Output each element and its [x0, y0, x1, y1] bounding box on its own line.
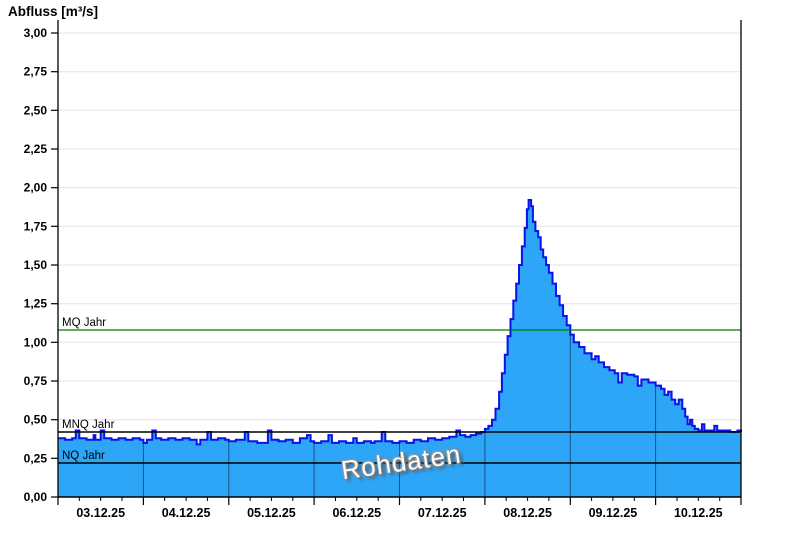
ref-label-mq: MQ Jahr — [62, 317, 106, 329]
y-tick-label: 2,75 — [24, 65, 48, 79]
y-tick-label: 1,50 — [24, 258, 48, 272]
x-tick-label: 09.12.25 — [589, 506, 638, 520]
ref-label-mnq: MNQ Jahr — [62, 419, 115, 431]
x-tick-label: 10.12.25 — [674, 506, 723, 520]
x-tick-label: 08.12.25 — [503, 506, 552, 520]
y-tick-label: 1,75 — [24, 219, 48, 233]
y-tick-label: 1,25 — [24, 297, 48, 311]
x-tick-label: 06.12.25 — [332, 506, 381, 520]
y-tick-label: 2,00 — [24, 181, 48, 195]
x-tick-label: 05.12.25 — [247, 506, 296, 520]
discharge-line — [58, 199, 742, 446]
y-tick-label: 0,75 — [24, 374, 48, 388]
ref-label-nq: NQ Jahr — [62, 450, 105, 462]
y-tick-label: 0,25 — [24, 451, 48, 465]
y-tick-label: 1,00 — [24, 335, 48, 349]
y-tick-label: 0,50 — [24, 413, 48, 427]
x-tick-label: 04.12.25 — [162, 506, 211, 520]
y-tick-label: 2,25 — [24, 142, 48, 156]
x-tick-label: 03.12.25 — [76, 506, 125, 520]
x-tick-label: 07.12.25 — [418, 506, 467, 520]
y-tick-label: 0,00 — [24, 490, 48, 504]
y-tick-label: 3,00 — [24, 26, 48, 40]
y-tick-label: 2,50 — [24, 103, 48, 117]
chart-title: Abfluss [m³/s] — [8, 4, 99, 19]
